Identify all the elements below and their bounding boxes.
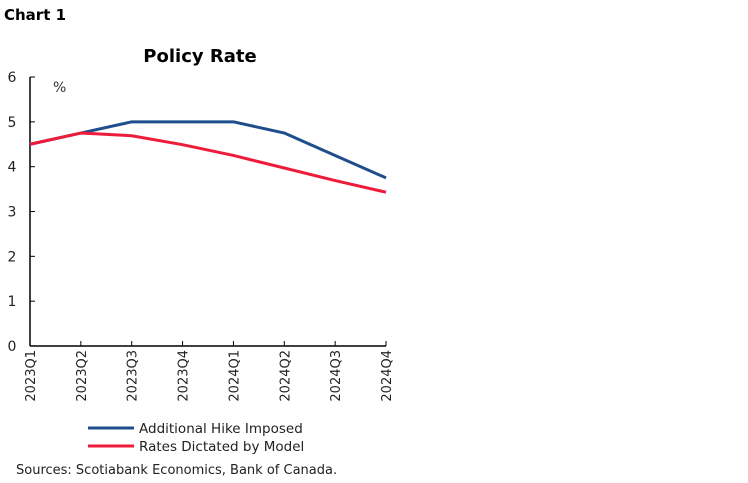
y-tick-label: 0 bbox=[8, 339, 17, 355]
x-tick-label: 2023Q1 bbox=[24, 350, 39, 402]
y-unit-label: % bbox=[53, 80, 66, 96]
x-tick-label: 2023Q3 bbox=[126, 350, 141, 402]
x-tick-label: 2023Q2 bbox=[75, 350, 90, 402]
chart-title: Policy Rate bbox=[143, 46, 256, 67]
y-tick-label: 1 bbox=[8, 294, 17, 310]
series-line-2 bbox=[29, 131, 387, 194]
legend-label: Rates Dictated by Model bbox=[139, 439, 304, 455]
y-tick-label: 3 bbox=[8, 205, 17, 221]
y-tick-label: 2 bbox=[8, 249, 17, 265]
x-tick-label: 2024Q4 bbox=[380, 350, 395, 402]
x-tick-label: 2024Q1 bbox=[227, 350, 242, 402]
legend-label: Additional Hike Imposed bbox=[139, 421, 303, 437]
figure-label: Chart 1 bbox=[4, 6, 67, 24]
y-tick-label: 5 bbox=[8, 115, 17, 131]
x-tick-label: 2024Q2 bbox=[278, 350, 293, 402]
x-tick-label: 2023Q4 bbox=[177, 350, 192, 402]
series-line-1 bbox=[29, 120, 387, 180]
x-tick-label: 2024Q3 bbox=[329, 350, 344, 402]
source-note: Sources: Scotiabank Economics, Bank of C… bbox=[16, 463, 338, 478]
y-tick-label: 4 bbox=[8, 160, 17, 176]
y-tick-label: 6 bbox=[8, 70, 17, 86]
